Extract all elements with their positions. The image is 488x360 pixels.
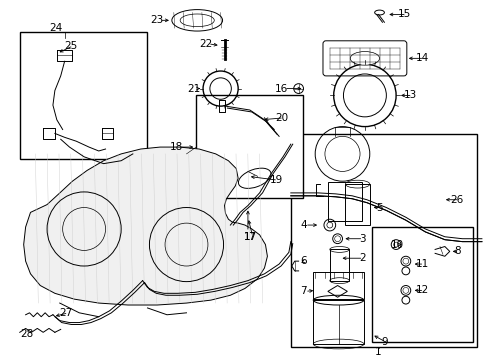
Bar <box>313 272 363 299</box>
Text: 3: 3 <box>358 234 365 244</box>
Text: 27: 27 <box>60 308 73 318</box>
Text: 5: 5 <box>376 203 383 212</box>
Bar <box>196 95 303 198</box>
Bar <box>371 227 472 342</box>
Text: 15: 15 <box>397 9 410 19</box>
Text: 10: 10 <box>390 239 404 249</box>
Text: 9: 9 <box>381 337 387 347</box>
Text: 18: 18 <box>169 142 183 152</box>
Bar <box>20 32 146 159</box>
Text: 11: 11 <box>415 259 428 269</box>
Text: 16: 16 <box>275 84 288 94</box>
Text: 26: 26 <box>450 195 463 205</box>
Bar <box>329 249 348 281</box>
Text: 6: 6 <box>300 256 306 266</box>
Text: 12: 12 <box>415 285 428 296</box>
Text: 4: 4 <box>300 220 306 230</box>
Text: 25: 25 <box>64 41 78 51</box>
Text: 17: 17 <box>244 232 256 242</box>
Bar <box>313 300 363 344</box>
Polygon shape <box>23 147 267 305</box>
Text: 13: 13 <box>403 90 416 100</box>
Text: 20: 20 <box>275 113 288 123</box>
Text: 28: 28 <box>20 329 33 339</box>
Text: 23: 23 <box>150 15 163 25</box>
Text: 22: 22 <box>199 39 212 49</box>
Text: 24: 24 <box>49 23 62 33</box>
Text: 14: 14 <box>415 53 428 63</box>
Ellipse shape <box>349 51 379 65</box>
Text: 19: 19 <box>269 175 282 185</box>
Text: 7: 7 <box>300 286 306 296</box>
Text: 17: 17 <box>244 232 257 242</box>
Bar <box>327 182 361 221</box>
Bar <box>290 134 476 347</box>
Text: 21: 21 <box>187 84 200 94</box>
Text: 1: 1 <box>374 347 381 357</box>
Text: 8: 8 <box>454 246 460 256</box>
Bar <box>345 184 369 225</box>
Text: 2: 2 <box>358 253 365 263</box>
